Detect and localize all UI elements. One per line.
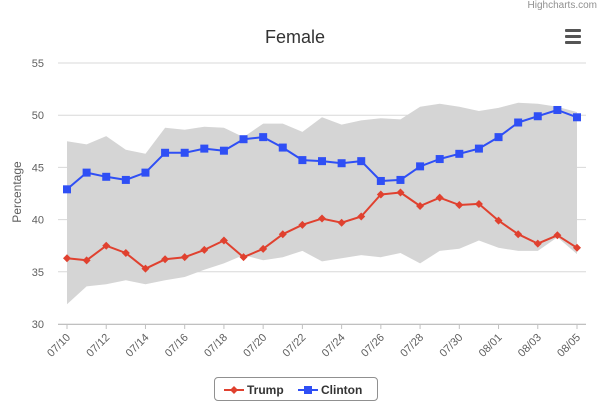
data-point-trump[interactable] [318,214,326,223]
data-point-clinton[interactable] [219,146,228,155]
x-tick-label: 07/22 [281,332,309,360]
y-tick-label: 45 [32,162,44,174]
data-point-trump[interactable] [121,249,130,258]
data-point-trump[interactable] [141,264,150,273]
data-point-trump[interactable] [278,230,287,239]
data-point-trump[interactable] [455,200,464,209]
data-point-clinton[interactable] [376,176,385,185]
data-point-clinton[interactable] [416,162,425,171]
data-point-trump[interactable] [474,199,483,208]
data-point-trump[interactable] [376,190,385,199]
data-point-clinton[interactable] [278,143,287,152]
data-point-trump[interactable] [63,254,71,263]
data-point-clinton[interactable] [63,185,71,194]
data-point-trump[interactable] [514,230,523,239]
data-point-clinton[interactable] [161,148,170,157]
legend-label-clinton: Clinton [321,383,363,397]
data-point-clinton[interactable] [396,175,405,184]
data-point-clinton[interactable] [337,159,346,168]
x-tick-label: 07/10 [45,332,73,360]
x-tick-label: 07/18 [202,332,230,360]
data-point-trump[interactable] [180,253,189,262]
data-point-clinton[interactable] [573,113,581,122]
data-point-clinton[interactable] [121,175,130,184]
square-marker-icon [298,386,318,394]
data-point-clinton[interactable] [494,133,503,142]
x-tick-label: 07/26 [359,332,387,360]
data-point-trump[interactable] [239,253,248,262]
data-point-clinton[interactable] [102,172,111,181]
hamburger-menu-icon[interactable] [560,26,586,48]
credits-link[interactable]: Highcharts.com [527,0,597,11]
y-tick-label: 30 [32,319,44,331]
data-point-clinton[interactable] [298,156,307,165]
data-point-trump[interactable] [553,231,562,240]
data-point-clinton[interactable] [141,168,150,177]
data-point-trump[interactable] [533,239,542,248]
x-tick-label: 07/30 [437,332,465,360]
x-tick-label: 08/05 [555,332,583,360]
legend-item-clinton[interactable]: Clinton [297,382,373,398]
legend-label-trump: Trump [247,383,284,397]
x-tick-label: 07/14 [124,332,152,360]
data-point-trump[interactable] [494,216,503,225]
data-point-clinton[interactable] [200,144,209,153]
data-point-clinton[interactable] [533,112,542,121]
x-tick-label: 07/20 [241,332,269,360]
x-tick-label: 08/03 [516,332,544,360]
y-tick-label: 55 [32,58,44,70]
data-point-clinton[interactable] [318,157,326,166]
data-point-trump[interactable] [200,245,209,254]
data-point-trump[interactable] [357,212,366,221]
data-point-clinton[interactable] [82,168,91,177]
data-point-trump[interactable] [396,188,405,197]
data-point-trump[interactable] [573,243,581,252]
data-point-clinton[interactable] [239,135,248,144]
diamond-marker-icon [224,386,244,394]
data-point-clinton[interactable] [180,148,189,157]
y-tick-label: 35 [32,267,44,279]
data-point-clinton[interactable] [455,149,464,158]
x-tick-label: 07/28 [398,332,426,360]
x-tick-label: 08/01 [477,332,505,360]
x-tick-label: 07/24 [320,332,348,360]
data-point-trump[interactable] [337,218,346,227]
data-point-trump[interactable] [259,244,268,253]
legend-item-trump[interactable]: Trump [223,382,297,398]
data-point-trump[interactable] [219,236,228,245]
data-point-trump[interactable] [82,256,91,265]
data-point-clinton[interactable] [357,157,366,166]
data-point-trump[interactable] [161,255,170,264]
data-point-trump[interactable] [102,241,111,250]
y-axis-label: Percentage [10,161,24,223]
chart-title: Female [265,27,325,47]
confidence-band [67,102,577,305]
data-point-clinton[interactable] [474,144,483,153]
data-point-clinton[interactable] [435,155,444,164]
chart-legend: Trump Clinton [214,377,378,401]
data-point-trump[interactable] [416,202,425,211]
data-point-clinton[interactable] [553,105,562,114]
x-tick-label: 07/16 [163,332,191,360]
y-tick-label: 50 [32,110,44,122]
data-point-clinton[interactable] [259,133,268,142]
data-point-trump[interactable] [435,193,444,202]
y-tick-label: 40 [32,215,44,227]
x-tick-label: 07/12 [84,332,112,360]
data-point-trump[interactable] [298,220,307,229]
data-point-clinton[interactable] [514,118,523,127]
